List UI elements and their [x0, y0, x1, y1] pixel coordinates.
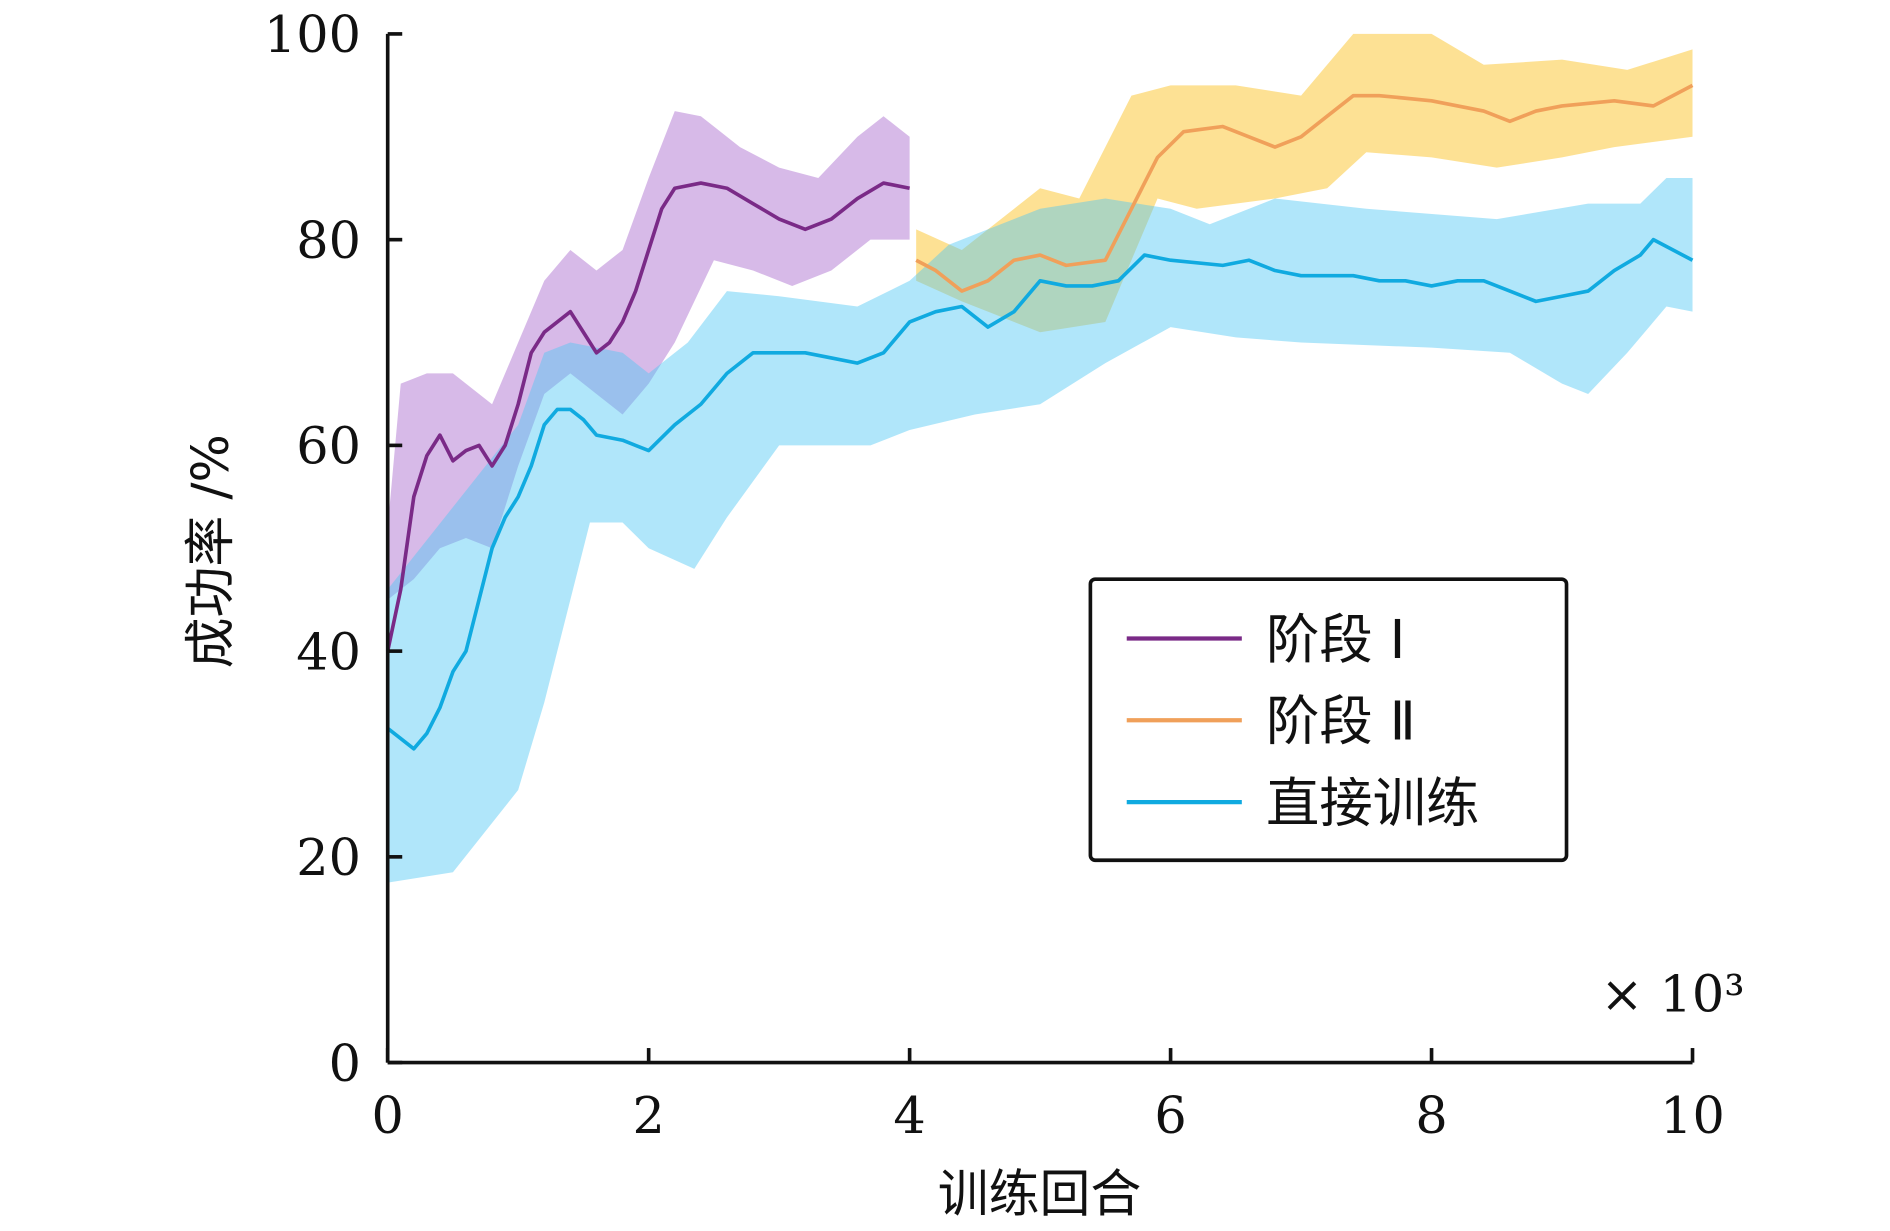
y-tick-label: 40: [296, 622, 361, 681]
confidence-bands: [387, 33, 1693, 883]
legend-box: [1088, 577, 1569, 863]
x-tick-label: 2: [632, 1086, 664, 1145]
x-tick-label: 8: [1415, 1086, 1447, 1145]
line-series-2: [386, 237, 1694, 751]
y-tick-label: 0: [329, 1034, 361, 1093]
y-axis-title: 成功率 /%: [181, 434, 240, 668]
x-tick-label: 0: [372, 1086, 404, 1145]
x-axis-title: 训练回合: [938, 1165, 1141, 1224]
band-series-0: [387, 111, 910, 600]
y-tick-label: 80: [296, 211, 361, 270]
line-series-0: [385, 181, 910, 652]
legend-label-2: 直接训练: [1266, 772, 1479, 834]
band-series-1: [916, 33, 1693, 333]
y-tick-label: 20: [296, 828, 361, 887]
y-tick-label: 100: [264, 5, 361, 64]
x-tick-label: 10: [1660, 1086, 1725, 1145]
legend-label-0: 阶段 Ⅰ: [1266, 609, 1405, 671]
series-lines: [385, 83, 1694, 751]
line-series-1: [915, 83, 1694, 293]
x-tick-label: 6: [1154, 1086, 1186, 1145]
legend: 阶段 Ⅰ 阶段 Ⅱ 直接训练: [1088, 577, 1569, 863]
x-tick-label: 4: [893, 1086, 925, 1145]
y-tick-label: 60: [296, 417, 361, 476]
band-series-2: [387, 177, 1693, 883]
x-multiplier: × 10³: [1601, 965, 1745, 1024]
legend-label-1: 阶段 Ⅱ: [1266, 691, 1416, 753]
